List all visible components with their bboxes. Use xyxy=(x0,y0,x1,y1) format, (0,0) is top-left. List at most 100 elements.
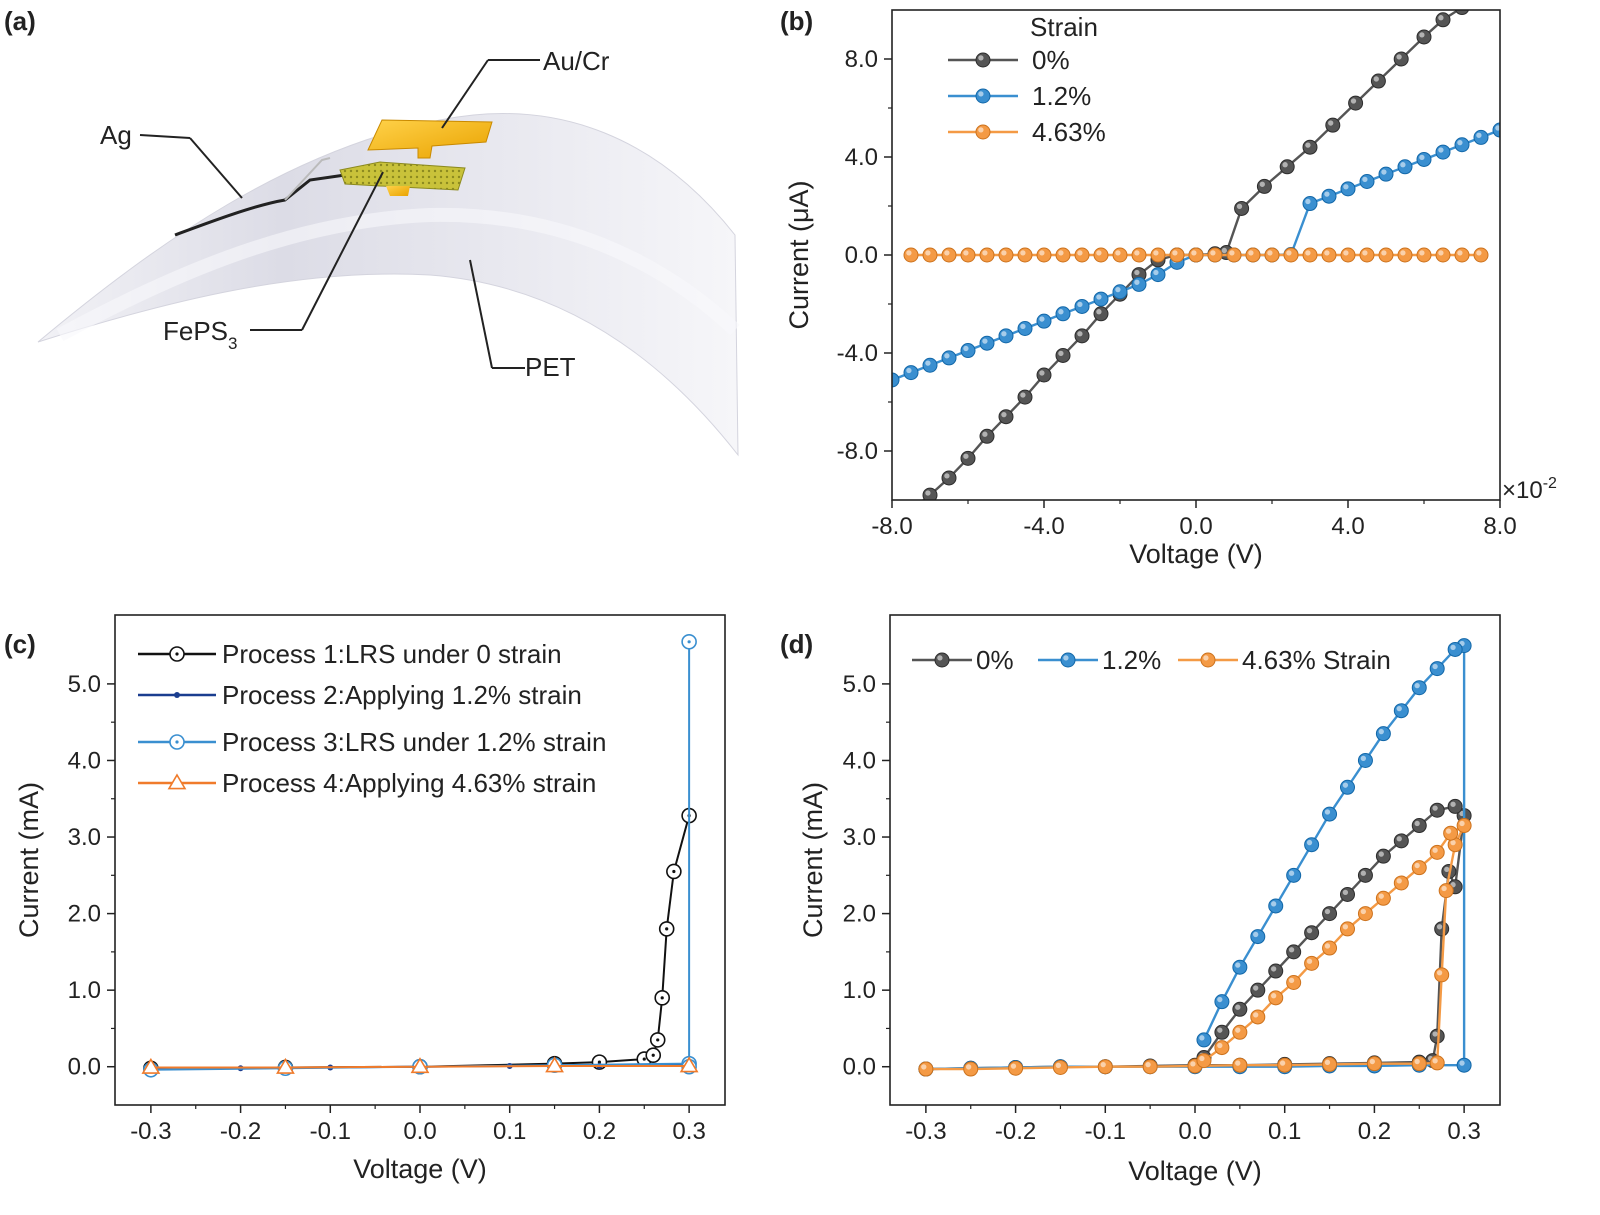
series-line xyxy=(925,805,1466,1071)
x-tick-label: 0.3 xyxy=(1447,1118,1480,1145)
data-point-shine xyxy=(1328,120,1334,126)
data-point-shine xyxy=(1020,392,1026,398)
data-point-ball xyxy=(941,350,957,366)
data-point-ball xyxy=(1416,151,1432,167)
data-point xyxy=(1393,703,1409,719)
data-point-shine xyxy=(1306,927,1313,934)
data-point-shine xyxy=(1476,132,1482,138)
data-point-shine xyxy=(1306,958,1313,964)
legend-item: Process 2:Applying 1.2% strain xyxy=(138,680,582,710)
y-tick-label: -4.0 xyxy=(837,340,878,367)
x-multiplier: ×10-2 xyxy=(1502,475,1557,504)
data-point xyxy=(979,335,995,351)
y-tick-label: 4.0 xyxy=(843,747,876,774)
data-point-shine xyxy=(1450,839,1456,846)
x-tick-label: -0.2 xyxy=(995,1118,1036,1145)
data-point-ball xyxy=(1321,247,1337,263)
data-point xyxy=(1245,247,1261,263)
data-point-ball xyxy=(903,247,919,263)
data-point xyxy=(654,990,671,1006)
data-point-ball xyxy=(1277,1057,1293,1073)
legend-marker-ball xyxy=(934,652,950,668)
data-point-ball xyxy=(1473,129,1489,145)
data-point-ball xyxy=(1055,306,1071,322)
legend-label: 0% xyxy=(976,645,1014,675)
data-point-shine xyxy=(1191,250,1197,256)
data-point xyxy=(1322,906,1338,922)
data-point-ball xyxy=(1017,389,1033,405)
data-point-ball xyxy=(1268,990,1284,1006)
data-point xyxy=(1304,837,1320,853)
data-point-ball xyxy=(1250,1009,1266,1025)
data-point xyxy=(1340,247,1356,263)
data-point xyxy=(666,863,682,880)
data-point-shine xyxy=(1020,250,1026,256)
data-point-shine xyxy=(1199,1035,1205,1041)
data-point-ball xyxy=(1055,247,1071,263)
data-point-ball xyxy=(998,409,1014,425)
data-point-shine xyxy=(1217,1027,1223,1033)
data-point xyxy=(1397,247,1413,263)
data-point xyxy=(1226,247,1242,263)
x-axis-label: Voltage (V) xyxy=(1129,539,1263,569)
data-point-shine xyxy=(1342,924,1349,930)
data-point-shine xyxy=(1457,250,1463,256)
data-point-shine xyxy=(1369,1058,1375,1065)
data-point-ball xyxy=(1214,1040,1230,1056)
legend-item: 1.2% xyxy=(948,81,1091,111)
data-point-shine xyxy=(1362,176,1368,183)
data-point-ball xyxy=(1447,641,1463,657)
y-tick-label: -8.0 xyxy=(837,438,878,465)
ag-wire-shadow xyxy=(284,157,331,201)
data-point-ball xyxy=(922,247,938,263)
data-point-ball xyxy=(941,470,957,486)
x-tick-label: 4.0 xyxy=(1331,513,1364,540)
data-point xyxy=(979,428,995,444)
legend-label: Process 2:Applying 1.2% strain xyxy=(222,680,582,710)
data-point-ball xyxy=(1196,1032,1212,1048)
legend-marker-shine xyxy=(978,127,984,133)
data-point-ball xyxy=(1370,73,1386,89)
data-point-shine xyxy=(1153,250,1159,256)
data-point-shine xyxy=(1360,870,1367,876)
data-point-ball xyxy=(1473,247,1489,263)
data-point-ball xyxy=(1036,247,1052,263)
data-point-shine xyxy=(1259,181,1265,187)
data-point-ball xyxy=(1214,994,1230,1010)
data-point xyxy=(1017,321,1033,336)
data-point xyxy=(1074,298,1090,314)
data-point-shine xyxy=(1362,250,1368,256)
legend-marker-ball xyxy=(1060,652,1076,668)
data-point xyxy=(1378,247,1394,263)
data-point xyxy=(1366,1056,1382,1072)
data-point-ball xyxy=(918,1061,934,1077)
data-point xyxy=(1325,117,1341,133)
data-point-shine xyxy=(1190,1061,1196,1067)
x-tick-label: -8.0 xyxy=(871,513,912,540)
data-point xyxy=(918,1061,934,1077)
data-point-ball xyxy=(1112,247,1128,263)
data-point-shine xyxy=(1055,1062,1062,1069)
data-point xyxy=(1234,200,1250,216)
data-point-ball xyxy=(979,335,995,351)
data-point-shine xyxy=(1288,870,1295,876)
data-point-shine xyxy=(1432,847,1438,853)
data-point-ball xyxy=(1188,247,1204,263)
plot-frame xyxy=(114,614,726,1106)
data-point xyxy=(1268,963,1284,979)
legend: 0% 1.2% 4.63% Strain xyxy=(912,645,1391,675)
data-point-shine xyxy=(906,505,911,510)
data-point-shine xyxy=(1235,962,1241,968)
data-point xyxy=(141,1057,161,1074)
x-tick-label: -0.2 xyxy=(220,1118,261,1145)
data-point-ball xyxy=(1443,825,1459,841)
data-point-shine xyxy=(1096,294,1102,300)
feps3-label-sub: 3 xyxy=(228,334,237,353)
data-point xyxy=(1207,247,1223,263)
data-point-shine xyxy=(1400,250,1406,256)
data-point xyxy=(922,487,938,500)
data-point xyxy=(1321,247,1337,263)
data-point xyxy=(410,1057,430,1074)
data-point-ball xyxy=(1340,779,1355,795)
data-point-ball xyxy=(1397,159,1413,175)
